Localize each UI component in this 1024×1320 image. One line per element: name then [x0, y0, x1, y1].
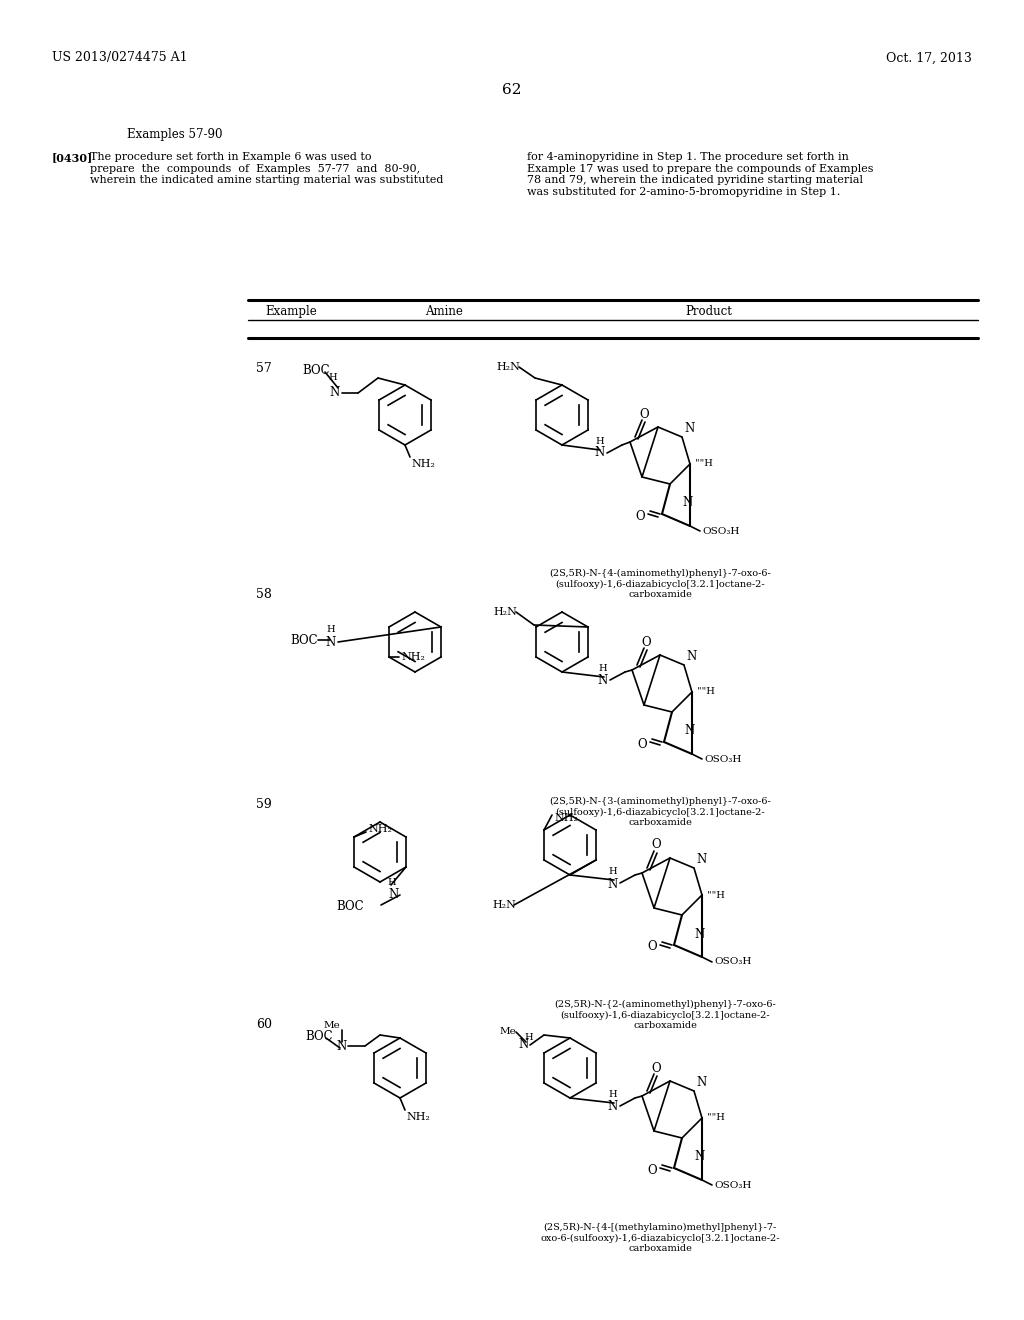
Text: H: H — [608, 1090, 617, 1100]
Text: N: N — [330, 387, 340, 400]
Text: BOC: BOC — [305, 1030, 333, 1043]
Text: NH₂: NH₂ — [554, 813, 578, 822]
Text: Me: Me — [324, 1020, 340, 1030]
Text: NH₂: NH₂ — [411, 459, 435, 469]
Text: (2S,5R)-N-{4-[(methylamino)methyl]phenyl}-7-
oxo-6-(sulfooxy)-1,6-diazabicyclo[3: (2S,5R)-N-{4-[(methylamino)methyl]phenyl… — [541, 1224, 779, 1253]
Text: 59: 59 — [256, 799, 271, 810]
Text: 57: 57 — [256, 362, 271, 375]
Text: 60: 60 — [256, 1018, 272, 1031]
Text: Amine: Amine — [425, 305, 463, 318]
Text: N: N — [389, 888, 399, 902]
Text: H₂N: H₂N — [496, 362, 520, 372]
Text: OSO₃H: OSO₃H — [714, 957, 752, 966]
Text: OSO₃H: OSO₃H — [705, 755, 741, 763]
Text: N: N — [695, 928, 706, 940]
Text: N: N — [598, 675, 608, 688]
Text: H: H — [596, 437, 604, 446]
Text: H: H — [329, 374, 337, 381]
Text: O: O — [637, 738, 647, 751]
Text: H₂N: H₂N — [494, 607, 517, 616]
Text: O: O — [651, 1061, 660, 1074]
Text: N: N — [595, 446, 605, 459]
Text: ""H: ""H — [695, 459, 713, 469]
Text: 58: 58 — [256, 587, 272, 601]
Text: OSO₃H: OSO₃H — [702, 527, 739, 536]
Text: [0430]: [0430] — [52, 152, 93, 162]
Text: H: H — [524, 1032, 532, 1041]
Text: O: O — [647, 940, 656, 953]
Text: (2S,5R)-N-{3-(aminomethyl)phenyl}-7-oxo-6-
(sulfooxy)-1,6-diazabicyclo[3.2.1]oct: (2S,5R)-N-{3-(aminomethyl)phenyl}-7-oxo-… — [549, 797, 771, 828]
Text: NH₂: NH₂ — [368, 824, 392, 834]
Text: Product: Product — [685, 305, 732, 318]
Text: US 2013/0274475 A1: US 2013/0274475 A1 — [52, 51, 187, 65]
Text: N: N — [519, 1039, 529, 1052]
Text: N: N — [685, 725, 695, 738]
Text: H₂N: H₂N — [493, 900, 516, 909]
Text: ""H: ""H — [697, 688, 715, 697]
Text: The procedure set forth in Example 6 was used to
prepare  the  compounds  of  Ex: The procedure set forth in Example 6 was… — [90, 152, 443, 185]
Text: O: O — [647, 1163, 656, 1176]
Text: N: N — [696, 853, 707, 866]
Text: H: H — [599, 664, 607, 673]
Text: OSO₃H: OSO₃H — [714, 1180, 752, 1189]
Text: N: N — [684, 422, 694, 436]
Text: N: N — [337, 1040, 347, 1052]
Text: N: N — [326, 635, 336, 648]
Text: O: O — [635, 510, 645, 523]
Text: N: N — [683, 496, 693, 510]
Text: N: N — [608, 1101, 618, 1114]
Text: Oct. 17, 2013: Oct. 17, 2013 — [886, 51, 972, 65]
Text: (2S,5R)-N-{4-(aminomethyl)phenyl}-7-oxo-6-
(sulfooxy)-1,6-diazabicyclo[3.2.1]oct: (2S,5R)-N-{4-(aminomethyl)phenyl}-7-oxo-… — [549, 569, 771, 599]
Text: ""H: ""H — [707, 1114, 725, 1122]
Text: 62: 62 — [502, 83, 522, 96]
Text: BOC: BOC — [302, 364, 330, 378]
Text: H: H — [327, 624, 335, 634]
Text: Me: Me — [500, 1027, 517, 1036]
Text: N: N — [608, 878, 618, 891]
Text: N: N — [686, 649, 696, 663]
Text: H: H — [388, 878, 396, 887]
Text: Example: Example — [265, 305, 316, 318]
Text: N: N — [695, 1151, 706, 1163]
Text: NH₂: NH₂ — [401, 652, 425, 663]
Text: for 4-aminopyridine in Step 1. The procedure set forth in
Example 17 was used to: for 4-aminopyridine in Step 1. The proce… — [527, 152, 873, 197]
Text: H: H — [608, 867, 617, 876]
Text: O: O — [641, 635, 651, 648]
Text: O: O — [651, 838, 660, 851]
Text: N: N — [696, 1076, 707, 1089]
Text: Examples 57-90: Examples 57-90 — [127, 128, 223, 141]
Text: ""H: ""H — [707, 891, 725, 899]
Text: NH₂: NH₂ — [406, 1111, 430, 1122]
Text: O: O — [639, 408, 649, 421]
Text: BOC: BOC — [291, 634, 318, 647]
Text: (2S,5R)-N-{2-(aminomethyl)phenyl}-7-oxo-6-
(sulfooxy)-1,6-diazabicyclo[3.2.1]oct: (2S,5R)-N-{2-(aminomethyl)phenyl}-7-oxo-… — [554, 1001, 776, 1030]
Text: BOC: BOC — [336, 900, 364, 913]
